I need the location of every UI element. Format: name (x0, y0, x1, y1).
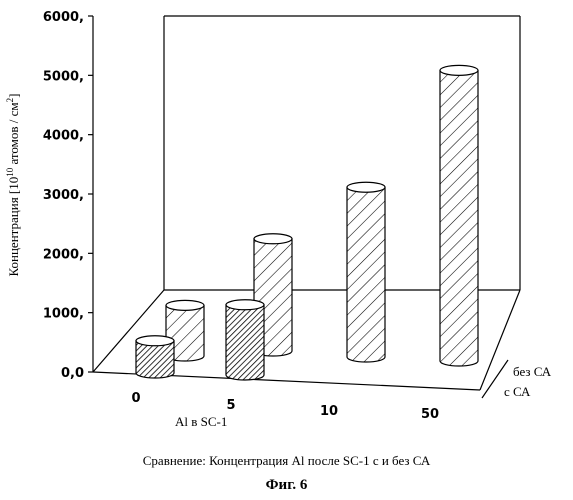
x-category-label: 5 (226, 398, 235, 413)
y-tick-label: 6000, (43, 10, 84, 25)
y-tick-label: 4000, (43, 129, 84, 144)
bar-without-ca-10-body (347, 187, 385, 362)
bar-without-ca-5-top (254, 234, 292, 244)
bar-without-ca-50-body (440, 70, 478, 366)
bar-without-ca-10 (347, 182, 385, 362)
bar-with-ca-5-body (226, 305, 264, 380)
bar-without-ca-50-top (440, 65, 478, 75)
x-category-label: 10 (320, 404, 338, 419)
y-tick-label: 0,0 (61, 366, 84, 381)
y-axis-title: Концентрация [1010 атомов / см2] (5, 93, 21, 276)
bar-without-ca-50 (440, 65, 478, 366)
bar-without-ca-10-top (347, 182, 385, 192)
x-category-label: 0 (131, 391, 140, 406)
y-axis-ticks: 0,0 1000, 2000, 3000, 4000, 5000, 6000, (43, 10, 93, 381)
bar-with-ca-5 (226, 300, 264, 380)
x-axis-title: Al в SC-1 (175, 414, 227, 429)
y-tick-label: 5000, (43, 69, 84, 84)
bar-with-ca-5-top (226, 300, 264, 310)
bar-series (136, 65, 478, 380)
figure-caption: Сравнение: Концентрация Al после SC-1 с … (0, 453, 573, 469)
bar-with-ca-0-top (136, 336, 174, 346)
y-tick-label: 1000, (43, 307, 84, 322)
depth-label-without-ca: без СА (513, 364, 552, 379)
bar-with-ca-0 (136, 336, 174, 378)
depth-label-with-ca: с СА (504, 384, 531, 399)
y-tick-label: 3000, (43, 188, 84, 203)
figure-number: Фиг. 6 (0, 477, 573, 494)
x-category-label: 50 (421, 407, 439, 422)
y-tick-label: 2000, (43, 247, 84, 262)
bar-without-ca-0-top (166, 300, 204, 310)
